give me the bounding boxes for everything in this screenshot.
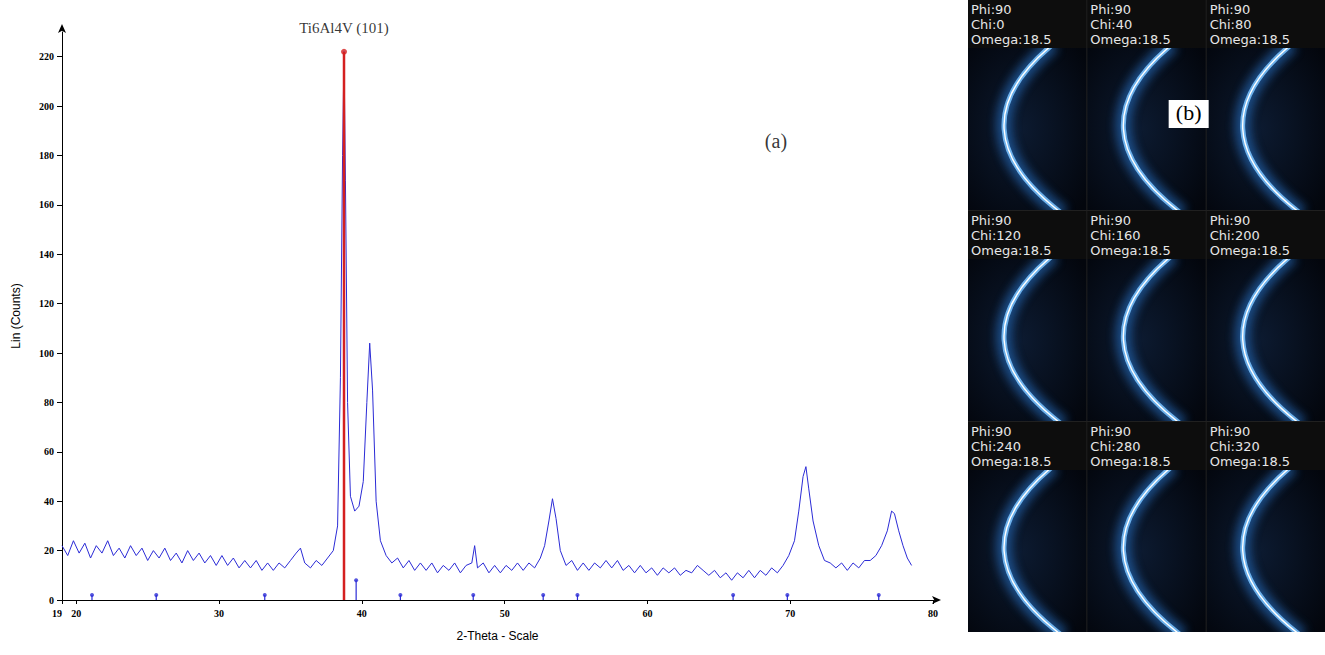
svg-text:Omega:18.5: Omega:18.5 [971,32,1051,47]
svg-text:(a): (a) [765,130,787,153]
svg-text:80: 80 [44,397,54,408]
svg-text:Phi:90: Phi:90 [971,213,1012,228]
svg-text:0: 0 [49,595,54,606]
svg-text:Omega:18.5: Omega:18.5 [971,243,1051,258]
svg-text:Chi:80: Chi:80 [1210,17,1252,32]
svg-text:70: 70 [785,608,795,619]
svg-text:Phi:90: Phi:90 [1090,2,1131,17]
svg-text:40: 40 [44,496,54,507]
svg-text:Phi:90: Phi:90 [971,2,1012,17]
svg-text:Omega:18.5: Omega:18.5 [1090,243,1170,258]
svg-text:Chi:40: Chi:40 [1090,17,1132,32]
svg-text:2-Theta - Scale: 2-Theta - Scale [456,629,538,643]
svg-text:Chi:320: Chi:320 [1210,439,1260,454]
svg-text:Ti6Al4V (101): Ti6Al4V (101) [299,20,389,37]
svg-text:Chi:0: Chi:0 [971,17,1005,32]
svg-text:Omega:18.5: Omega:18.5 [1090,32,1170,47]
svg-text:Chi:240: Chi:240 [971,439,1021,454]
svg-text:20: 20 [44,545,54,556]
svg-text:Phi:90: Phi:90 [1090,424,1131,439]
svg-text:220: 220 [39,51,54,62]
svg-text:Omega:18.5: Omega:18.5 [1210,243,1290,258]
svg-text:140: 140 [39,249,54,260]
svg-text:160: 160 [39,199,54,210]
svg-text:50: 50 [500,608,510,619]
svg-text:Phi:90: Phi:90 [1210,213,1251,228]
svg-text:120: 120 [39,298,54,309]
svg-text:Phi:90: Phi:90 [1210,424,1251,439]
svg-text:Lin (Counts): Lin (Counts) [9,283,23,348]
svg-text:Chi:120: Chi:120 [971,228,1021,243]
svg-text:100: 100 [39,348,54,359]
svg-text:Omega:18.5: Omega:18.5 [1210,454,1290,469]
svg-text:Phi:90: Phi:90 [1210,2,1251,17]
svg-text:Omega:18.5: Omega:18.5 [1090,454,1170,469]
svg-text:60: 60 [44,446,54,457]
svg-text:Chi:200: Chi:200 [1210,228,1260,243]
svg-text:Omega:18.5: Omega:18.5 [1210,32,1290,47]
svg-text:Chi:160: Chi:160 [1090,228,1140,243]
svg-text:40: 40 [357,608,367,619]
svg-text:200: 200 [39,101,54,112]
svg-text:Phi:90: Phi:90 [971,424,1012,439]
svg-text:30: 30 [214,608,224,619]
svg-text:80: 80 [928,608,938,619]
svg-text:60: 60 [642,608,652,619]
svg-text:Phi:90: Phi:90 [1090,213,1131,228]
svg-text:Chi:280: Chi:280 [1090,439,1140,454]
svg-text:Omega:18.5: Omega:18.5 [971,454,1051,469]
svg-text:180: 180 [39,150,54,161]
svg-text:19: 19 [52,608,62,619]
svg-text:(b): (b) [1176,100,1202,125]
svg-text:20: 20 [71,608,81,619]
